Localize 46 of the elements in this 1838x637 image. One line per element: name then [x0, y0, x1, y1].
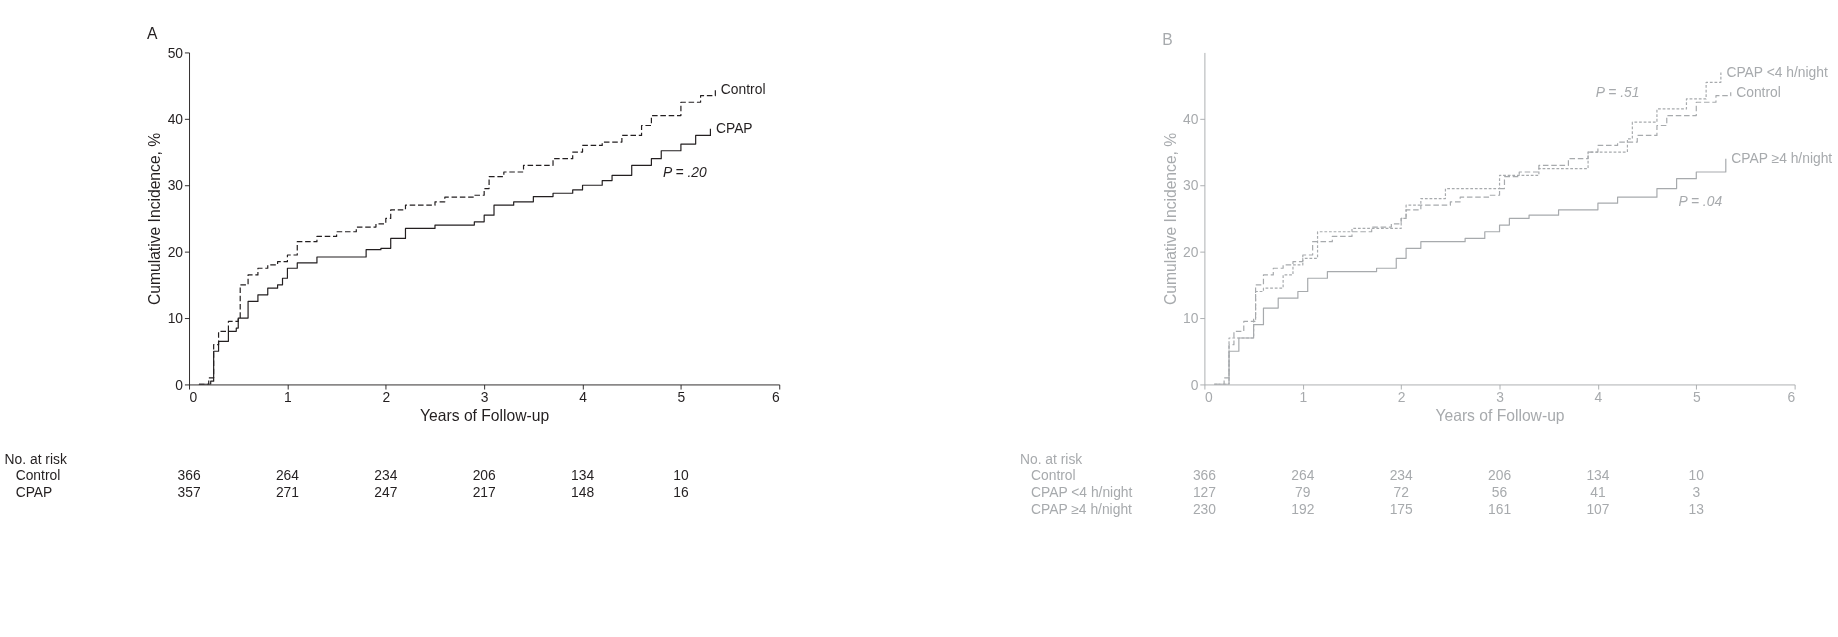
chart-title: B [1162, 31, 1173, 49]
y-axis-title: Cumulative Incidence, % [1161, 132, 1179, 306]
y-axis-title: Cumulative Incidence, % [146, 132, 164, 306]
x-tick-label: 5 [1692, 389, 1701, 406]
x-tick-label: 4 [579, 389, 588, 406]
y-tick-label: 10 [1183, 310, 1199, 327]
text: No. at risk [1019, 450, 1083, 467]
y-tick-label: 40 [167, 110, 184, 127]
y-tick-label: 20 [167, 243, 184, 260]
x-tick-label: 3 [480, 389, 489, 406]
x-tick-label: 0 [1204, 389, 1213, 406]
x-tick-label: 0 [189, 389, 198, 406]
y-tick-label: 0 [175, 376, 184, 393]
series-label: CPAP <4 h/night [1726, 64, 1828, 80]
series-label: Control [1736, 83, 1781, 100]
x-axis-title: Years of Follow-up [1435, 406, 1565, 424]
y-tick-label: 10 [167, 310, 184, 327]
annotation: P = .20 [662, 163, 707, 180]
x-tick-label: 6 [1787, 389, 1796, 406]
chart-title: A [146, 24, 158, 42]
x-tick-label: 1 [284, 389, 293, 406]
x-tick-label: 1 [1299, 389, 1308, 406]
y-tick-label: 30 [167, 177, 184, 194]
x-axis-title: Years of Follow-up [420, 406, 550, 424]
series-label: CPAP [715, 120, 753, 137]
x-tick-label: 6 [772, 389, 781, 406]
y-tick-label: 40 [1183, 110, 1199, 127]
text: Control 366 264 234 206 134 10 [1031, 467, 1704, 484]
y-tick-label: 20 [1183, 243, 1199, 260]
x-tick-label: 3 [1496, 389, 1505, 406]
text: No. at risk [4, 450, 67, 467]
text: CPAP <4 h/night 127 79 72 56 41 3 [1031, 483, 1701, 500]
x-tick-label: 4 [1594, 389, 1603, 406]
x-tick-label: 2 [1397, 389, 1406, 406]
x-tick-label: 5 [677, 389, 686, 406]
text: CPAP 357 271 247 217 148 16 [15, 483, 689, 500]
y-tick-label: 50 [167, 44, 184, 61]
text: Control 366 264 234 206 134 10 [15, 467, 689, 484]
x-tick-label: 2 [382, 389, 391, 406]
annotation: P = .51 [1595, 83, 1640, 100]
y-tick-label: 30 [1183, 177, 1199, 194]
text: CPAP ≥4 h/night 230 192 175 161 107 13 [1031, 500, 1704, 517]
series-label: CPAP ≥4 h/night [1731, 150, 1833, 167]
annotation: P = .04 [1678, 193, 1723, 210]
series-label: Control [720, 80, 766, 97]
y-tick-label: 0 [1190, 376, 1199, 393]
